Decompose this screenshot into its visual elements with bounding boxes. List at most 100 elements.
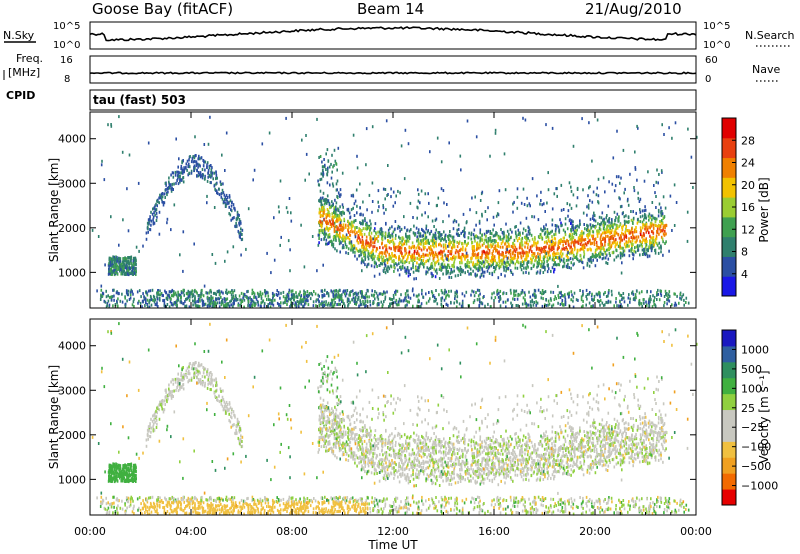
power-cell [338,238,340,242]
power-cell [524,302,526,306]
power-cell [395,262,397,266]
power-cell [387,193,389,196]
power-cell [616,224,618,228]
power-cell [218,297,220,301]
power-cell [442,259,445,263]
power-cell [354,235,357,239]
power-cell [524,235,526,239]
power-cell [157,305,159,308]
power-cell [415,277,417,281]
power-cell [547,171,549,175]
power-cell [558,263,561,267]
power-cell [437,262,440,266]
power-cell [532,303,535,307]
power-cell [227,303,230,307]
power-cell [654,251,657,255]
power-cell [305,299,308,302]
power-cell [362,227,365,231]
power-cell [369,238,372,242]
power-cell [293,294,296,298]
power-cell [628,254,631,258]
power-cell [644,208,647,212]
power-cell [354,292,356,295]
power-cell [182,290,185,294]
power-cell [400,144,403,148]
power-cell [377,235,379,238]
power-cell [571,235,573,239]
power-cell [424,253,426,257]
power-cell [363,296,365,299]
power-cell [653,295,656,299]
power-cell [363,253,365,257]
power-cell [394,300,396,304]
power-cell [441,233,443,237]
power-cell [416,237,419,241]
power-cell [438,268,441,271]
power-cell [339,302,342,306]
power-cell [498,255,500,259]
power-cell [429,253,432,257]
power-cell [528,250,530,254]
power-cell [618,291,620,295]
power-cell [146,293,149,297]
power-cell [598,231,600,235]
power-cell [231,296,233,300]
power-cell [428,246,431,250]
power-cell [407,295,410,299]
power-cell [334,198,336,202]
power-cell [410,267,412,271]
power-cell [232,216,234,220]
power-cell [399,191,401,195]
power-cell [266,305,269,309]
power-cell [355,302,357,306]
power-cell [589,257,591,261]
power-cell [101,294,104,298]
power-cell [112,257,114,261]
power-cell [413,224,415,228]
power-cell [660,289,662,293]
power-cell [220,195,223,199]
power-cell [454,291,456,295]
power-cell [477,259,480,263]
power-cell [479,238,482,242]
power-cell [206,291,208,295]
power-cell [230,293,233,297]
power-cell [405,239,408,243]
power-cell [459,265,462,269]
power-cell [331,212,334,216]
power-cell [495,214,498,218]
power-cell [609,235,612,239]
power-cell [622,292,625,295]
power-cell [621,261,623,265]
power-cell [126,268,128,272]
power-cell [666,298,668,302]
power-cell [599,237,602,241]
power-cell [615,175,618,179]
power-cell [539,271,541,275]
power-cell [434,269,437,273]
power-cell [123,263,125,266]
power-cell [127,289,130,293]
power-cell [628,220,630,224]
power-cell [231,289,233,293]
power-cell [250,299,253,303]
power-cell [378,258,380,262]
power-cell [284,300,286,304]
power-cell [543,257,545,261]
power-cell [362,248,365,252]
power-cell [447,263,450,267]
power-cell [457,252,460,256]
power-cell [132,272,135,276]
power-cell [417,300,419,304]
power-cell [116,257,119,261]
power-cell [146,305,149,309]
power-cell [223,297,226,301]
power-cell [367,289,369,293]
power-cell [487,254,489,258]
power-cell [462,212,465,216]
power-cell [479,261,481,264]
power-cell [592,237,594,241]
power-cell [460,247,462,251]
power-cell [301,300,303,304]
power-cell [642,232,645,235]
